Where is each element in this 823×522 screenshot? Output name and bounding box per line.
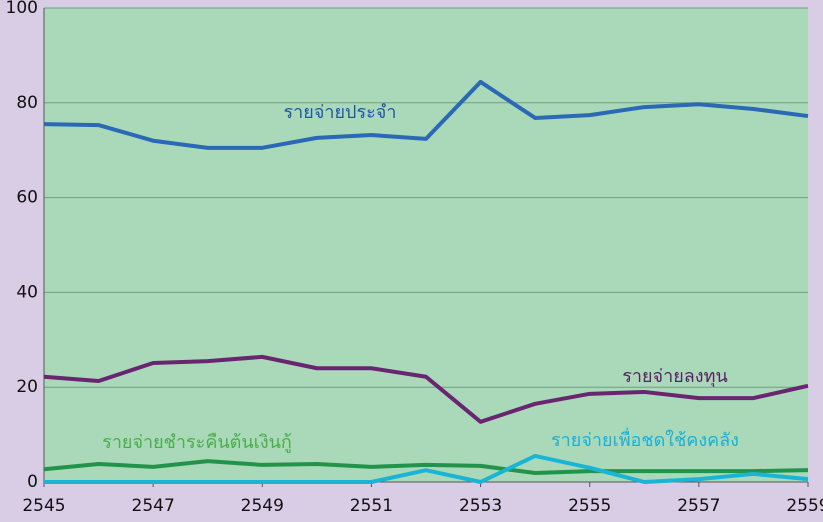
series-label: รายจ่ายชำระคืนต้นเงินกู้ bbox=[102, 432, 292, 453]
x-tick-label: 2551 bbox=[350, 496, 393, 516]
x-tick-label: 2545 bbox=[22, 496, 65, 516]
series-line bbox=[44, 453, 809, 484]
y-tick-label: 40 bbox=[16, 282, 38, 302]
series-label: รายจ่ายลงทุน bbox=[622, 366, 728, 387]
x-tick-label: 2559 bbox=[786, 496, 823, 516]
series-label: รายจ่ายประจำ bbox=[284, 102, 397, 123]
x-tick-label: 2557 bbox=[677, 496, 720, 516]
x-tick-label: 2549 bbox=[241, 496, 284, 516]
y-tick-label: 60 bbox=[16, 188, 38, 208]
y-tick-label: 100 bbox=[6, 0, 38, 18]
plot-area bbox=[44, 8, 808, 482]
series-line bbox=[43, 79, 809, 150]
series-line bbox=[43, 354, 809, 424]
x-tick-label: 2553 bbox=[459, 496, 502, 516]
series-line bbox=[43, 459, 809, 475]
series-label: รายจ่ายเพื่อชดใช้คงคลัง bbox=[551, 427, 739, 451]
x-tick-label: 2555 bbox=[568, 496, 611, 516]
x-tick-label: 2547 bbox=[132, 496, 175, 516]
y-tick-label: 20 bbox=[16, 377, 38, 397]
y-tick-label: 0 bbox=[27, 472, 38, 492]
y-tick-label: 80 bbox=[16, 93, 38, 113]
